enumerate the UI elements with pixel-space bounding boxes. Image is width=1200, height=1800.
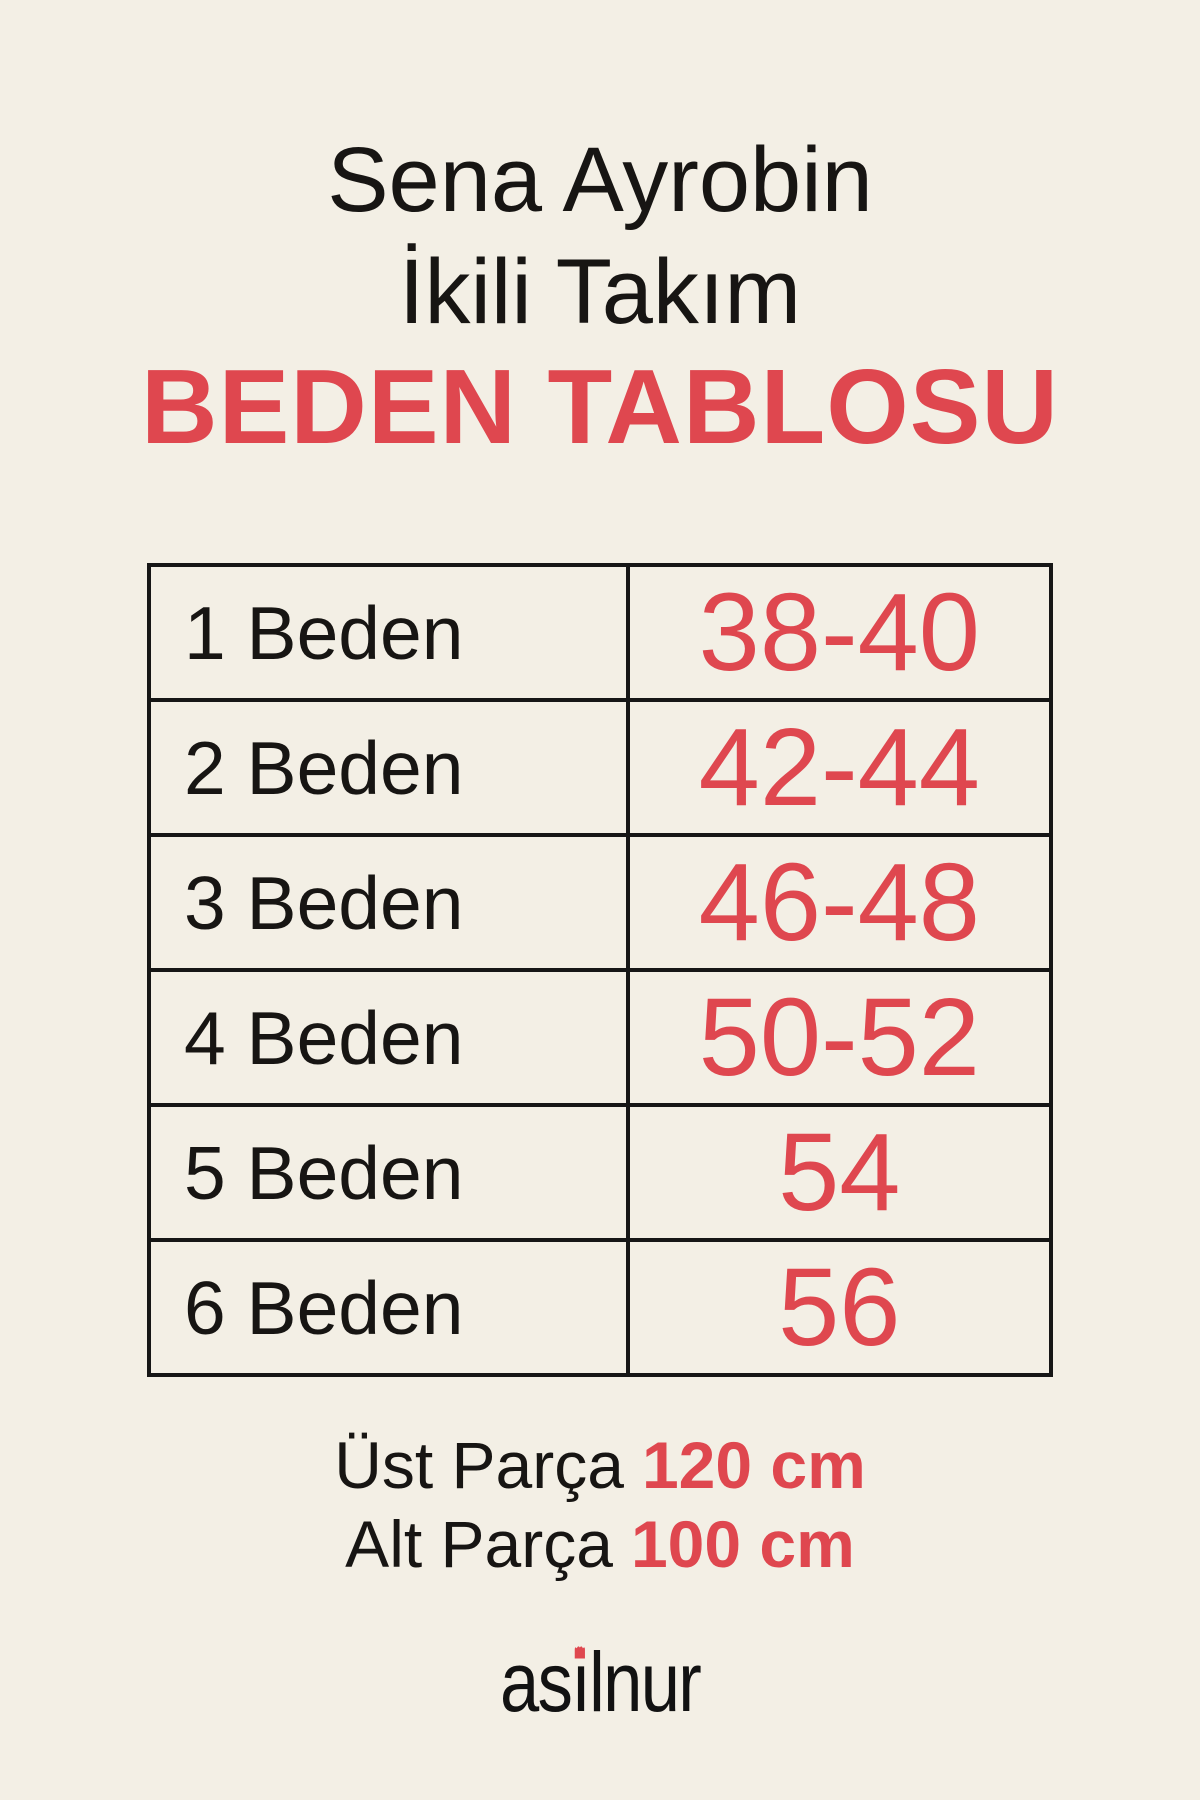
table-row: 5 Beden 54 (151, 1107, 1049, 1242)
size-value: 46-48 (698, 841, 980, 964)
tulip-icon (574, 1646, 586, 1659)
logo-prefix: as (499, 1635, 573, 1729)
size-label: 3 Beden (151, 837, 630, 968)
size-label: 4 Beden (151, 972, 630, 1103)
table-row: 3 Beden 46-48 (151, 837, 1049, 972)
size-table: 1 Beden 38-40 2 Beden 42-44 3 Beden 46-4… (147, 563, 1053, 1377)
size-value: 56 (778, 1246, 901, 1369)
page-title: BEDEN TABLOSU (141, 348, 1059, 466)
product-title: Sena Ayrobin İkili Takım (0, 124, 1200, 348)
measurement-value: 120 cm (641, 1428, 866, 1502)
size-label: 1 Beden (151, 567, 630, 698)
measurement-label: Alt Parça (345, 1507, 613, 1582)
size-label: 2 Beden (151, 702, 630, 833)
size-value: 50-52 (698, 976, 980, 1099)
size-value: 38-40 (698, 571, 980, 694)
size-label: 5 Beden (151, 1107, 630, 1238)
measurements: Üst Parça 120 cm Alt Parça 100 cm (0, 1426, 1200, 1584)
table-row: 6 Beden 56 (151, 1242, 1049, 1373)
size-label: 6 Beden (151, 1242, 630, 1373)
measurement-line-ust: Üst Parça 120 cm (0, 1426, 1200, 1505)
brand-logo: ası lnur (0, 1632, 1200, 1733)
size-value: 42-44 (698, 706, 980, 829)
brand-logo-text: ası lnur (499, 1632, 702, 1733)
measurement-line-alt: Alt Parça 100 cm (0, 1505, 1200, 1584)
product-title-line1: Sena Ayrobin (327, 129, 873, 231)
measurement-label: Üst Parça (334, 1428, 624, 1502)
size-value: 54 (778, 1111, 901, 1234)
product-title-line2: İkili Takım (398, 241, 802, 344)
table-row: 4 Beden 50-52 (151, 972, 1049, 1107)
logo-letter-i: ı (571, 1632, 591, 1733)
logo-suffix: lnur (589, 1635, 702, 1729)
table-row: 2 Beden 42-44 (151, 702, 1049, 837)
table-row: 1 Beden 38-40 (151, 567, 1049, 702)
measurement-value: 100 cm (630, 1507, 855, 1582)
